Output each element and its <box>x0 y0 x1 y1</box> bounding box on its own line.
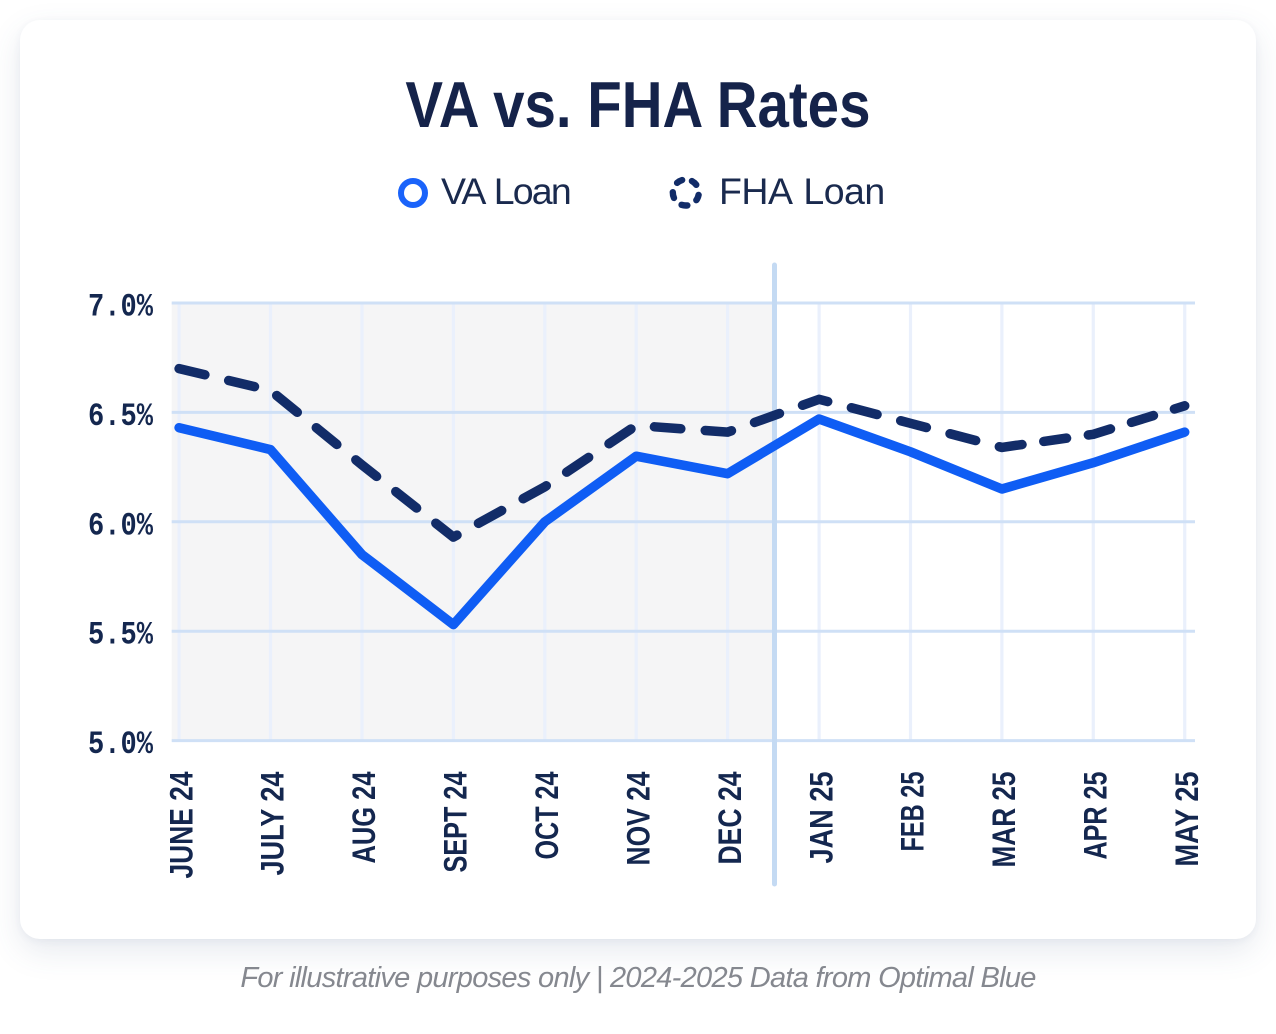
svg-text:NOV 24: NOV 24 <box>620 772 656 866</box>
svg-text:JULY 24: JULY 24 <box>255 772 291 876</box>
svg-text:6.5%: 6.5% <box>88 398 153 435</box>
svg-text:AUG 24: AUG 24 <box>346 772 382 864</box>
svg-text:DEC 24: DEC 24 <box>712 772 748 865</box>
svg-text:FEB 25: FEB 25 <box>895 772 931 852</box>
svg-text:5.5%: 5.5% <box>88 617 153 654</box>
svg-text:5.0%: 5.0% <box>88 726 153 763</box>
svg-text:JAN 25: JAN 25 <box>803 772 839 864</box>
svg-text:APR 25: APR 25 <box>1078 772 1114 860</box>
svg-text:7.0%: 7.0% <box>88 289 153 326</box>
svg-text:6.0%: 6.0% <box>88 507 153 544</box>
svg-text:MAY 25: MAY 25 <box>1169 772 1205 867</box>
svg-text:MAR 25: MAR 25 <box>986 772 1022 868</box>
svg-text:OCT 24: OCT 24 <box>529 772 565 860</box>
svg-text:SEPT 24: SEPT 24 <box>438 772 474 873</box>
svg-text:JUNE 24: JUNE 24 <box>163 772 199 879</box>
